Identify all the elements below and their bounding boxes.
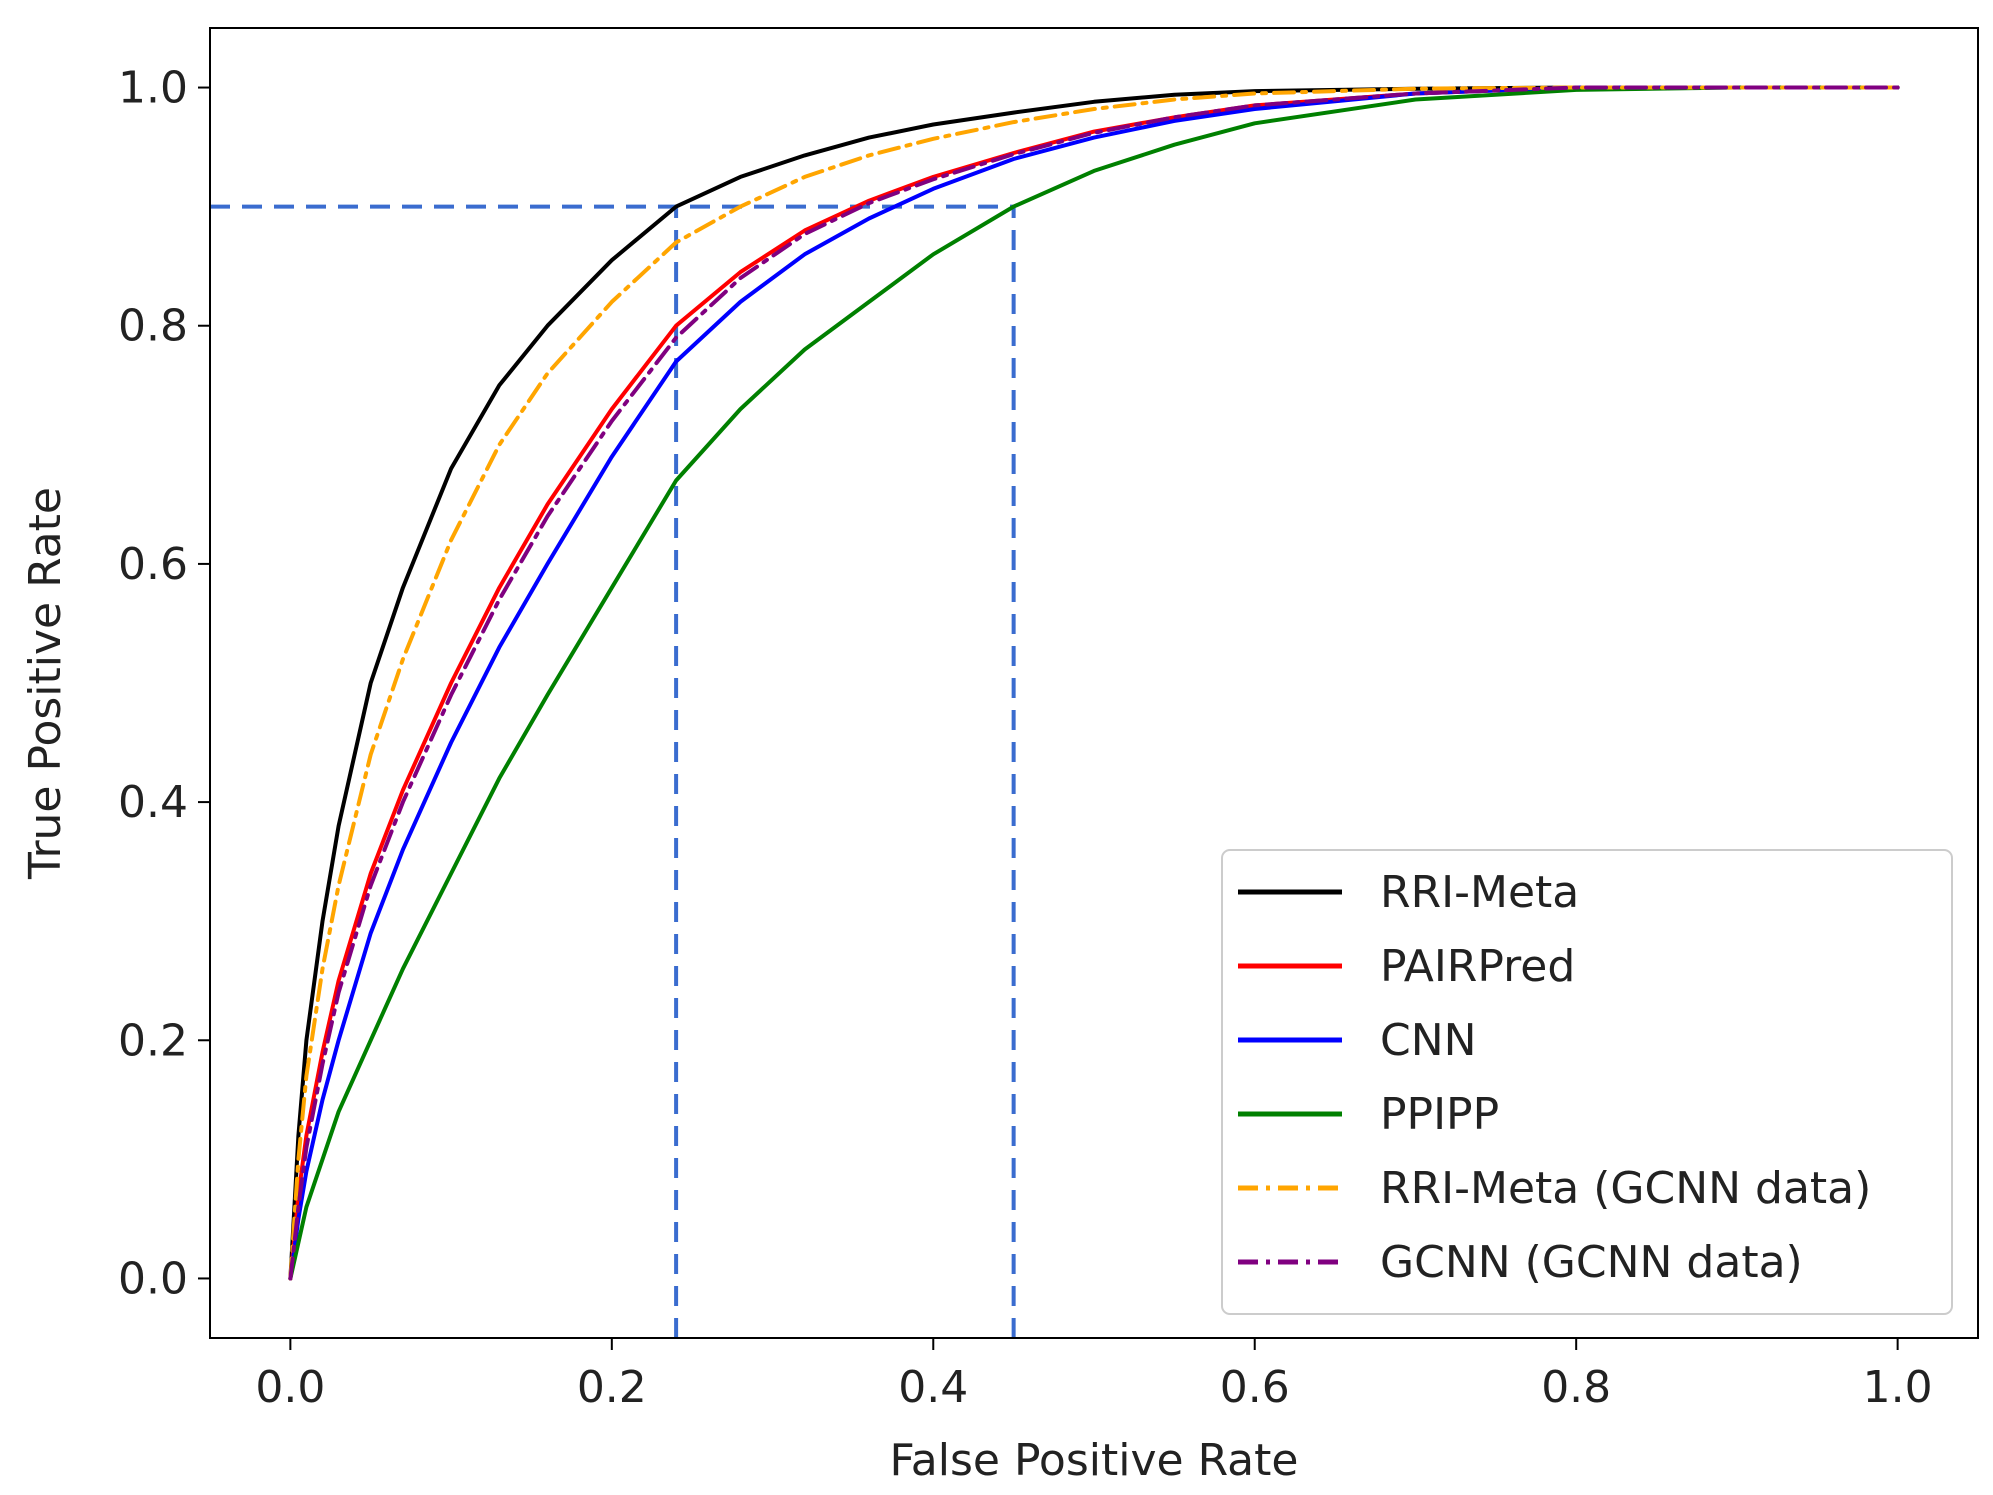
x-tick-label: 0.0 (255, 1362, 325, 1413)
legend-label-3: CNN (1380, 1015, 1477, 1066)
legend-label-6: GCNN (GCNN data) (1380, 1237, 1803, 1288)
x-axis-label: False Positive Rate (890, 1435, 1299, 1486)
y-tick-label: 1.0 (118, 63, 188, 114)
series-lines (288, 85, 1900, 1281)
x-axis-ticks: 0.0 0.2 0.4 0.6 0.8 1.0 (255, 1338, 1933, 1413)
plot-frame (209, 27, 1979, 1339)
y-tick-label: 0.8 (118, 301, 188, 352)
y-tick-label: 0.6 (118, 539, 188, 590)
x-tick-label: 0.8 (1541, 1362, 1611, 1413)
x-tick-label: 0.4 (898, 1362, 968, 1413)
series-line-6 (288, 85, 1900, 1281)
legend-box (1221, 849, 1953, 1315)
legend-label-1: RRI-Meta (1380, 867, 1579, 918)
y-tick-label: 0.4 (118, 777, 188, 828)
y-axis-label: True Positive Rate (20, 487, 71, 880)
x-tick-label: 0.6 (1220, 1362, 1290, 1413)
reference-lines (210, 204, 1016, 1338)
legend: RRI-Meta PAIRPred CNN PPIPP RRI-Meta (GCNN d… (1221, 849, 1953, 1315)
legend-label-2: PAIRPred (1380, 941, 1575, 992)
legend-label-4: PPIPP (1380, 1089, 1499, 1140)
x-tick-label: 0.2 (577, 1362, 647, 1413)
series-line-3 (288, 85, 1900, 1281)
legend-label-5: RRI-Meta (GCNN data) (1380, 1163, 1871, 1214)
series-line-5 (288, 85, 1900, 1281)
series-line-4 (288, 85, 1900, 1281)
x-tick-label: 1.0 (1863, 1362, 1933, 1413)
y-axis-ticks: 0.0 0.2 0.4 0.6 0.8 1.0 (118, 63, 210, 1304)
y-tick-label: 0.2 (118, 1015, 188, 1066)
y-tick-label: 0.0 (118, 1253, 188, 1304)
